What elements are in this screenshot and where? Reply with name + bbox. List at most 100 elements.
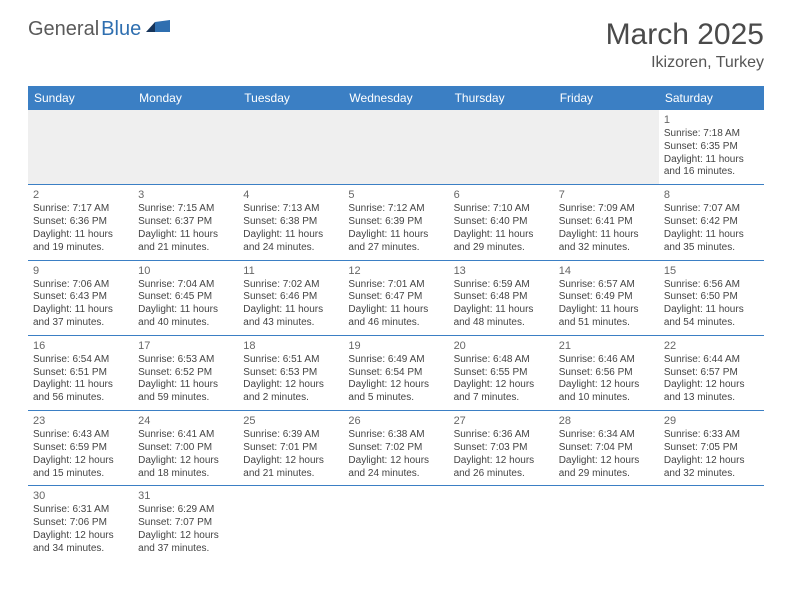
sunrise: Sunrise: 7:07 AM [664, 203, 759, 216]
daylight-1: Daylight: 11 hours [559, 229, 654, 242]
sunset: Sunset: 6:56 PM [559, 367, 654, 380]
calendar-body: 1Sunrise: 7:18 AMSunset: 6:35 PMDaylight… [28, 110, 764, 561]
day-cell: 18Sunrise: 6:51 AMSunset: 6:53 PMDayligh… [238, 335, 343, 410]
daylight-1: Daylight: 11 hours [33, 379, 128, 392]
flag-icon [146, 18, 172, 41]
day-number: 6 [454, 188, 549, 202]
day-cell: 6Sunrise: 7:10 AMSunset: 6:40 PMDaylight… [449, 185, 554, 260]
daylight-2: and 16 minutes. [664, 166, 759, 179]
sunset: Sunset: 6:48 PM [454, 291, 549, 304]
daylight-1: Daylight: 11 hours [454, 229, 549, 242]
daylight-2: and 37 minutes. [33, 317, 128, 330]
daylight-2: and 37 minutes. [138, 543, 233, 556]
sunset: Sunset: 7:03 PM [454, 442, 549, 455]
empty-cell [343, 110, 448, 185]
daylight-2: and 5 minutes. [348, 392, 443, 405]
daylight-1: Daylight: 11 hours [348, 229, 443, 242]
sunrise: Sunrise: 6:41 AM [138, 429, 233, 442]
sunset: Sunset: 6:46 PM [243, 291, 338, 304]
day-cell: 17Sunrise: 6:53 AMSunset: 6:52 PMDayligh… [133, 335, 238, 410]
day-cell: 30Sunrise: 6:31 AMSunset: 7:06 PMDayligh… [28, 486, 133, 561]
weekday-sunday: Sunday [28, 86, 133, 110]
day-number: 30 [33, 489, 128, 503]
daylight-2: and 15 minutes. [33, 468, 128, 481]
weekday-thursday: Thursday [449, 86, 554, 110]
daylight-1: Daylight: 12 hours [454, 455, 549, 468]
day-cell: 15Sunrise: 6:56 AMSunset: 6:50 PMDayligh… [659, 260, 764, 335]
sunrise: Sunrise: 6:54 AM [33, 354, 128, 367]
daylight-1: Daylight: 11 hours [243, 229, 338, 242]
day-cell: 3Sunrise: 7:15 AMSunset: 6:37 PMDaylight… [133, 185, 238, 260]
day-number: 1 [664, 113, 759, 127]
sunset: Sunset: 6:52 PM [138, 367, 233, 380]
sunset: Sunset: 6:37 PM [138, 216, 233, 229]
daylight-1: Daylight: 12 hours [243, 379, 338, 392]
daylight-2: and 10 minutes. [559, 392, 654, 405]
daylight-1: Daylight: 11 hours [138, 304, 233, 317]
day-cell: 8Sunrise: 7:07 AMSunset: 6:42 PMDaylight… [659, 185, 764, 260]
sunset: Sunset: 6:42 PM [664, 216, 759, 229]
day-number: 19 [348, 339, 443, 353]
sunset: Sunset: 6:47 PM [348, 291, 443, 304]
empty-cell [238, 110, 343, 185]
day-cell: 20Sunrise: 6:48 AMSunset: 6:55 PMDayligh… [449, 335, 554, 410]
day-cell: 7Sunrise: 7:09 AMSunset: 6:41 PMDaylight… [554, 185, 659, 260]
daylight-1: Daylight: 12 hours [664, 379, 759, 392]
day-cell: 12Sunrise: 7:01 AMSunset: 6:47 PMDayligh… [343, 260, 448, 335]
weekday-friday: Friday [554, 86, 659, 110]
empty-cell [449, 486, 554, 561]
sunset: Sunset: 7:04 PM [559, 442, 654, 455]
logo-text-general: General [28, 18, 99, 41]
sunrise: Sunrise: 6:34 AM [559, 429, 654, 442]
sunset: Sunset: 6:53 PM [243, 367, 338, 380]
daylight-1: Daylight: 12 hours [33, 455, 128, 468]
daylight-1: Daylight: 11 hours [138, 229, 233, 242]
sunrise: Sunrise: 7:12 AM [348, 203, 443, 216]
daylight-1: Daylight: 12 hours [243, 455, 338, 468]
daylight-1: Daylight: 11 hours [454, 304, 549, 317]
sunset: Sunset: 6:51 PM [33, 367, 128, 380]
daylight-2: and 29 minutes. [559, 468, 654, 481]
sunrise: Sunrise: 6:44 AM [664, 354, 759, 367]
daylight-1: Daylight: 11 hours [664, 304, 759, 317]
day-number: 3 [138, 188, 233, 202]
day-cell: 9Sunrise: 7:06 AMSunset: 6:43 PMDaylight… [28, 260, 133, 335]
day-cell: 1Sunrise: 7:18 AMSunset: 6:35 PMDaylight… [659, 110, 764, 185]
sunrise: Sunrise: 7:09 AM [559, 203, 654, 216]
daylight-1: Daylight: 12 hours [559, 455, 654, 468]
daylight-1: Daylight: 11 hours [33, 304, 128, 317]
daylight-2: and 59 minutes. [138, 392, 233, 405]
sunrise: Sunrise: 6:53 AM [138, 354, 233, 367]
sunrise: Sunrise: 7:01 AM [348, 279, 443, 292]
week-row: 1Sunrise: 7:18 AMSunset: 6:35 PMDaylight… [28, 110, 764, 185]
daylight-1: Daylight: 11 hours [33, 229, 128, 242]
sunset: Sunset: 7:00 PM [138, 442, 233, 455]
sunset: Sunset: 6:40 PM [454, 216, 549, 229]
day-cell: 13Sunrise: 6:59 AMSunset: 6:48 PMDayligh… [449, 260, 554, 335]
day-cell: 31Sunrise: 6:29 AMSunset: 7:07 PMDayligh… [133, 486, 238, 561]
sunset: Sunset: 6:55 PM [454, 367, 549, 380]
title-block: March 2025 Ikizoren, Turkey [606, 18, 764, 72]
sunset: Sunset: 6:50 PM [664, 291, 759, 304]
sunset: Sunset: 6:57 PM [664, 367, 759, 380]
daylight-1: Daylight: 11 hours [559, 304, 654, 317]
header: GeneralBlue March 2025 Ikizoren, Turkey [28, 18, 764, 72]
empty-cell [449, 110, 554, 185]
daylight-2: and 40 minutes. [138, 317, 233, 330]
daylight-2: and 7 minutes. [454, 392, 549, 405]
day-cell: 14Sunrise: 6:57 AMSunset: 6:49 PMDayligh… [554, 260, 659, 335]
day-cell: 26Sunrise: 6:38 AMSunset: 7:02 PMDayligh… [343, 411, 448, 486]
day-cell: 23Sunrise: 6:43 AMSunset: 6:59 PMDayligh… [28, 411, 133, 486]
daylight-2: and 32 minutes. [664, 468, 759, 481]
weekday-saturday: Saturday [659, 86, 764, 110]
sunrise: Sunrise: 6:59 AM [454, 279, 549, 292]
weekday-tuesday: Tuesday [238, 86, 343, 110]
logo-text-blue: Blue [101, 18, 141, 41]
daylight-1: Daylight: 11 hours [348, 304, 443, 317]
logo: GeneralBlue [28, 18, 172, 41]
weekday-wednesday: Wednesday [343, 86, 448, 110]
daylight-1: Daylight: 12 hours [664, 455, 759, 468]
week-row: 2Sunrise: 7:17 AMSunset: 6:36 PMDaylight… [28, 185, 764, 260]
daylight-2: and 2 minutes. [243, 392, 338, 405]
sunset: Sunset: 6:59 PM [33, 442, 128, 455]
